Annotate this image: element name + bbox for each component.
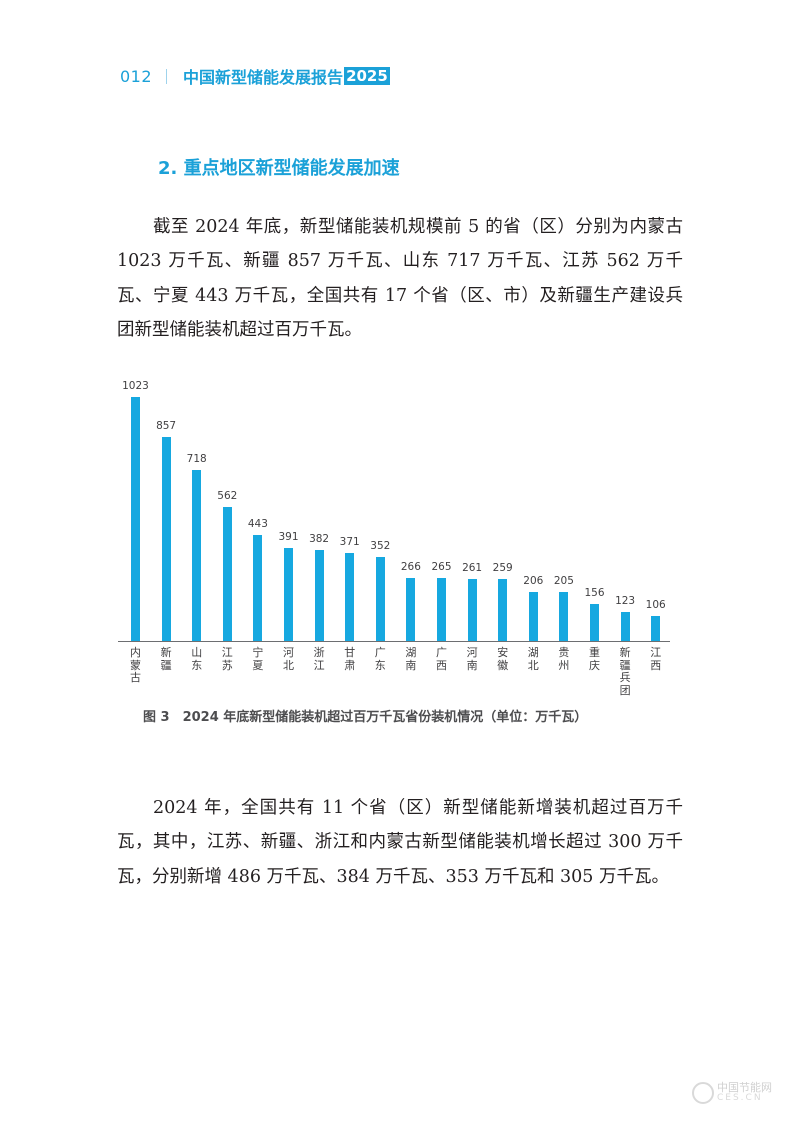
bar	[222, 507, 232, 641]
category-label: 安徽	[497, 646, 509, 672]
bar-value-label: 261	[462, 562, 483, 574]
page-header: 012 中国新型储能发展报告 2025	[120, 64, 390, 88]
bar-value-label: 562	[217, 490, 238, 502]
bar-value-label: 857	[156, 420, 177, 432]
bar-value-label: 391	[278, 531, 299, 543]
paragraph-1: 截至 2024 年底，新型储能装机规模前 5 的省（区）分别为内蒙古 1023 …	[117, 216, 683, 341]
section-title: 2. 重点地区新型储能发展加速	[158, 158, 400, 179]
category-label: 江苏	[221, 646, 233, 672]
bar-value-label: 266	[400, 561, 421, 573]
book-year-badge: 2025	[344, 67, 390, 85]
category-label: 宁夏	[252, 646, 264, 672]
category-label: 贵州	[558, 646, 570, 672]
watermark-logo-icon	[692, 1082, 714, 1104]
category-label: 广西	[436, 646, 447, 672]
header-divider	[166, 68, 168, 84]
bar	[345, 553, 355, 641]
watermark-en: CES.CN	[717, 1093, 763, 1103]
category-label: 重庆	[589, 646, 600, 672]
bar-value-label: 265	[431, 561, 452, 573]
page-number: 012	[120, 66, 153, 86]
category-label: 浙江	[313, 646, 325, 672]
category-label: 河北	[283, 646, 294, 672]
bar-value-label: 382	[309, 533, 330, 545]
category-label: 江西	[650, 646, 662, 672]
figure-caption: 图 3 2024 年底新型储能装机超过百万千瓦省份装机情况（单位：万千瓦）	[143, 710, 588, 725]
bar	[528, 592, 538, 641]
watermark-cn: 中国节能网	[717, 1081, 772, 1094]
bar-value-label: 371	[339, 536, 360, 548]
bar	[559, 592, 569, 641]
bar-value-label: 443	[247, 518, 268, 530]
bar	[498, 579, 508, 641]
bar	[467, 579, 477, 641]
category-label: 甘肃	[344, 646, 356, 672]
category-label: 河南	[466, 646, 478, 672]
book-title: 中国新型储能发展报告	[183, 68, 344, 87]
bar-value-label: 259	[492, 562, 513, 574]
category-label: 新疆兵团	[619, 646, 631, 697]
bar-value-label: 106	[645, 599, 666, 611]
bar-value-label: 1023	[122, 380, 149, 392]
bar	[590, 604, 599, 641]
bar	[284, 548, 293, 641]
category-label: 广东	[374, 646, 386, 672]
bar-value-label: 206	[523, 575, 544, 587]
x-axis-line	[118, 641, 670, 642]
bar-value-label: 718	[186, 453, 207, 465]
bar-chart: 1023 内蒙古 857 新疆 718 山东 562 江苏 443 宁夏 391 河北 382 浙江 371…	[118, 370, 678, 700]
bar	[131, 397, 140, 641]
bar	[406, 578, 416, 641]
bar	[620, 612, 630, 641]
bar	[314, 550, 324, 641]
bar-value-label: 352	[370, 540, 391, 552]
category-label: 湖南	[405, 646, 417, 672]
bar	[651, 616, 661, 641]
category-label: 湖北	[527, 646, 539, 672]
paragraph-2: 2024 年，全国共有 11 个省（区）新型储能新增装机超过百万千瓦，其中，江苏…	[117, 797, 683, 887]
bar-value-label: 156	[584, 587, 605, 599]
category-label: 山东	[191, 646, 203, 672]
bar	[192, 470, 202, 641]
bar	[375, 557, 385, 641]
bar-value-label: 205	[553, 575, 574, 587]
bar	[253, 535, 263, 641]
category-label: 内蒙古	[130, 646, 141, 684]
watermark: 中国节能网 CES.CN	[692, 1082, 772, 1104]
category-label: 新疆	[160, 646, 172, 672]
bar	[437, 578, 446, 641]
bar	[161, 437, 171, 641]
bar-value-label: 123	[615, 595, 636, 607]
